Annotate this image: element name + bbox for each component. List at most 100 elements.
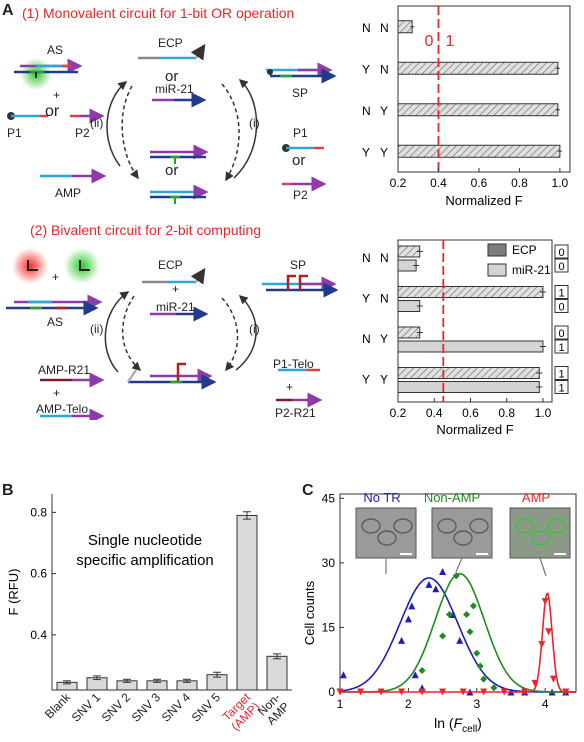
input-label: N bbox=[380, 251, 389, 265]
cell-outline bbox=[453, 530, 473, 546]
data-point bbox=[562, 688, 570, 696]
data-point bbox=[549, 675, 557, 683]
bar bbox=[397, 144, 561, 158]
input-label: Y bbox=[362, 145, 370, 159]
step-i-label-2: (i) bbox=[249, 322, 260, 336]
bivalent-circuit-diagram bbox=[6, 248, 339, 420]
x-tick-label-line: SNV 3 bbox=[129, 690, 164, 725]
or-label-mid: or bbox=[165, 162, 179, 179]
legend-swatch bbox=[487, 263, 507, 277]
mir21-label-2: miR-21 bbox=[156, 300, 195, 314]
bit-value: 0 bbox=[558, 328, 564, 340]
y-tick-label: 0.8 bbox=[30, 505, 47, 519]
data-point bbox=[452, 572, 460, 580]
panel-c-letter: C bbox=[302, 482, 314, 499]
cell-outline bbox=[361, 518, 381, 534]
plus-label-2: + bbox=[52, 270, 60, 284]
x-tick-label: 0.4 bbox=[426, 406, 443, 420]
annotation-text: specific amplification bbox=[76, 552, 214, 569]
x-tick-label: 0.4 bbox=[430, 176, 447, 190]
panel-a-title-2: (2) Bivalent circuit for 2-bit computing bbox=[30, 222, 262, 238]
data-point bbox=[473, 649, 481, 657]
bar bbox=[397, 20, 413, 34]
x-tick-label: 0.6 bbox=[471, 176, 488, 190]
data-point bbox=[476, 662, 484, 670]
x-tick-label: 1.0 bbox=[552, 176, 569, 190]
data-point bbox=[541, 598, 549, 606]
as-label: AS bbox=[47, 43, 64, 57]
bar-ecp bbox=[397, 326, 421, 339]
y-axis-label: Cell counts bbox=[302, 580, 317, 645]
bar bbox=[266, 655, 288, 691]
p2-label: P2 bbox=[75, 126, 90, 140]
threshold-label: 1 bbox=[445, 33, 454, 50]
data-point bbox=[432, 585, 440, 593]
x-tick-label: SNV 4 bbox=[159, 690, 194, 725]
bit-box bbox=[554, 244, 569, 259]
x-axis-label: Normalized F bbox=[445, 193, 522, 208]
bar bbox=[397, 61, 559, 75]
x-tick-label-line: SNV 2 bbox=[99, 690, 134, 725]
y-tick-label: 0.4 bbox=[30, 628, 47, 642]
input-label: N bbox=[362, 21, 371, 35]
x-tick-label: Target(AMP) bbox=[219, 690, 263, 734]
bar-mir-21 bbox=[397, 340, 544, 353]
input-label: N bbox=[362, 251, 371, 265]
bar bbox=[397, 103, 559, 117]
x-tick-label: 0.6 bbox=[462, 406, 479, 420]
bar-ecp bbox=[397, 367, 540, 379]
cell-outline bbox=[469, 518, 489, 534]
mir21-label: miR-21 bbox=[155, 82, 194, 96]
bit-value: 1 bbox=[558, 383, 564, 395]
y-tick-label: 30 bbox=[322, 556, 336, 570]
panel-b-letter: B bbox=[2, 482, 14, 499]
x-tick-label: 0.2 bbox=[390, 176, 407, 190]
bit-box bbox=[554, 366, 569, 380]
cell-outline bbox=[531, 530, 551, 546]
x-axis-label-part: F bbox=[454, 715, 464, 731]
data-point bbox=[463, 611, 471, 619]
or-label: or bbox=[45, 103, 60, 120]
data-point bbox=[545, 628, 553, 636]
input-label: Y bbox=[380, 373, 388, 387]
data-point bbox=[377, 688, 385, 696]
data-point bbox=[357, 688, 365, 696]
data-point bbox=[480, 675, 488, 683]
plus-label-5: + bbox=[286, 380, 294, 394]
p2-right-label: P2 bbox=[293, 188, 308, 202]
data-point bbox=[398, 636, 406, 644]
p1-right-label: P1 bbox=[293, 126, 308, 140]
cell-outline bbox=[515, 518, 535, 534]
x-tick-label: SNV 3 bbox=[129, 690, 164, 725]
x-tick-label: 2 bbox=[405, 697, 412, 711]
x-axis-label-part: ln ( bbox=[434, 715, 454, 731]
or-label-2: or bbox=[165, 68, 179, 85]
input-label: Y bbox=[380, 145, 388, 159]
data-point bbox=[445, 611, 453, 619]
bit-value: 0 bbox=[558, 302, 564, 314]
input-label: N bbox=[380, 21, 389, 35]
x-tick-label-line: Blank bbox=[42, 690, 74, 722]
input-label: N bbox=[380, 292, 389, 306]
bit-value: 0 bbox=[558, 261, 564, 273]
amp-r21-label: AMP-R21 bbox=[38, 363, 91, 377]
data-point bbox=[439, 567, 447, 575]
x-axis-label-sub: cell bbox=[462, 724, 477, 735]
plot-frame bbox=[397, 239, 553, 403]
data-point bbox=[418, 666, 426, 674]
input-label: N bbox=[362, 104, 371, 118]
sp-label-2: SP bbox=[290, 258, 307, 272]
x-axis-label-part: ) bbox=[477, 715, 482, 731]
y-tick-label: 45 bbox=[322, 491, 336, 505]
p1-label: P1 bbox=[7, 126, 22, 140]
data-point bbox=[538, 641, 546, 649]
cell-outline bbox=[393, 518, 413, 534]
fit-curve-1 bbox=[340, 572, 576, 693]
x-tick-label-line: SNV 4 bbox=[159, 690, 194, 725]
or-label-3: or bbox=[292, 152, 306, 169]
threshold-label: 0 bbox=[424, 33, 433, 50]
legend-label: ECP bbox=[512, 243, 537, 257]
as-label-2: AS bbox=[47, 315, 64, 329]
x-tick-label: 1.0 bbox=[535, 406, 552, 420]
